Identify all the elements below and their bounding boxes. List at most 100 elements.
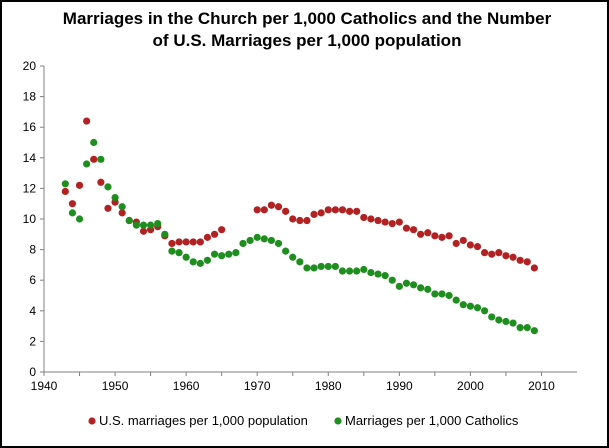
- data-point: [388, 276, 396, 284]
- data-point: [409, 226, 418, 234]
- data-point: [104, 204, 112, 212]
- data-point: [353, 267, 361, 275]
- x-tick-label: 1980: [315, 379, 342, 393]
- data-point: [75, 215, 84, 223]
- data-point: [260, 206, 268, 214]
- data-point: [409, 281, 418, 289]
- data-point: [324, 262, 332, 271]
- data-point: [495, 249, 503, 257]
- data-point: [488, 250, 496, 258]
- data-point: [218, 252, 226, 260]
- data-point: [253, 233, 261, 241]
- y-tick-label: 10: [23, 212, 37, 226]
- y-tick-label: 2: [29, 334, 36, 348]
- data-point: [523, 324, 531, 332]
- data-point: [83, 117, 91, 125]
- data-point: [267, 236, 276, 245]
- data-point: [147, 221, 155, 229]
- data-point: [481, 249, 489, 257]
- data-point: [374, 216, 382, 225]
- data-point: [303, 264, 311, 272]
- data-point: [246, 236, 254, 245]
- data-point: [445, 291, 453, 300]
- data-point: [210, 250, 219, 258]
- data-point: [196, 238, 204, 246]
- data-point: [452, 239, 460, 248]
- y-tick-label: 6: [29, 273, 36, 287]
- data-point: [310, 264, 318, 272]
- data-point: [289, 253, 297, 261]
- data-point: [232, 249, 240, 257]
- data-point: [381, 272, 389, 280]
- data-point: [466, 302, 474, 310]
- data-point: [161, 230, 169, 238]
- data-point: [473, 304, 482, 312]
- data-point: [317, 209, 325, 217]
- data-point: [118, 209, 126, 217]
- series-catholic-marriages: [61, 138, 538, 335]
- data-point: [381, 218, 389, 226]
- legend-label: U.S. marriages per 1,000 population: [99, 413, 308, 428]
- data-point: [289, 215, 297, 223]
- data-point: [132, 221, 140, 229]
- data-point: [75, 181, 84, 189]
- data-point: [395, 218, 403, 226]
- data-points: [61, 117, 538, 335]
- data-point: [104, 183, 112, 191]
- x-tick-label: 1950: [102, 379, 129, 393]
- data-point: [282, 207, 290, 215]
- data-point: [296, 258, 304, 266]
- data-point: [516, 324, 524, 332]
- data-point: [367, 215, 375, 223]
- data-point: [459, 236, 467, 245]
- data-point: [218, 226, 226, 234]
- data-point: [111, 193, 119, 202]
- x-tick-label: 2000: [457, 379, 484, 393]
- data-point: [189, 238, 197, 246]
- data-point: [317, 262, 325, 271]
- data-point: [331, 262, 339, 271]
- data-point: [502, 252, 510, 260]
- data-point: [338, 206, 347, 214]
- data-point: [481, 307, 489, 315]
- data-point: [488, 313, 496, 321]
- data-point: [97, 178, 105, 186]
- legend: U.S. marriages per 1,000 population Marri…: [88, 413, 519, 428]
- data-point: [424, 285, 432, 293]
- data-point: [360, 265, 368, 274]
- data-point: [445, 232, 453, 240]
- y-tick-label: 4: [29, 304, 36, 318]
- data-point: [139, 221, 148, 229]
- chart-title: Marriages in the Church per 1,000 Cathol…: [42, 8, 572, 52]
- data-point: [203, 256, 212, 264]
- data-point: [260, 235, 268, 243]
- data-point: [97, 155, 105, 163]
- y-tick-label: 18: [23, 90, 37, 104]
- data-point: [139, 227, 148, 235]
- legend-label: Marriages per 1,000 Catholics: [345, 413, 519, 428]
- data-point: [516, 256, 524, 264]
- data-point: [438, 290, 446, 298]
- data-point: [154, 219, 162, 228]
- y-tick-label: 14: [23, 151, 37, 165]
- data-point: [374, 270, 382, 278]
- data-point: [118, 203, 126, 211]
- data-point: [90, 155, 98, 163]
- data-point: [68, 209, 77, 217]
- data-point: [239, 239, 247, 248]
- data-point: [530, 327, 538, 335]
- data-point: [509, 253, 517, 261]
- data-point: [530, 264, 538, 272]
- x-tick-label: 1960: [173, 379, 200, 393]
- data-point: [282, 247, 290, 255]
- data-point: [168, 239, 176, 248]
- data-point: [274, 239, 283, 248]
- x-tick-label: 1990: [386, 379, 413, 393]
- data-point: [296, 216, 304, 225]
- data-point: [203, 233, 212, 241]
- data-point: [324, 206, 332, 214]
- y-tick-label: 0: [29, 365, 36, 379]
- data-point: [331, 206, 339, 214]
- chart-title-line-1: Marriages in the Church per 1,000 Cathol…: [62, 9, 552, 28]
